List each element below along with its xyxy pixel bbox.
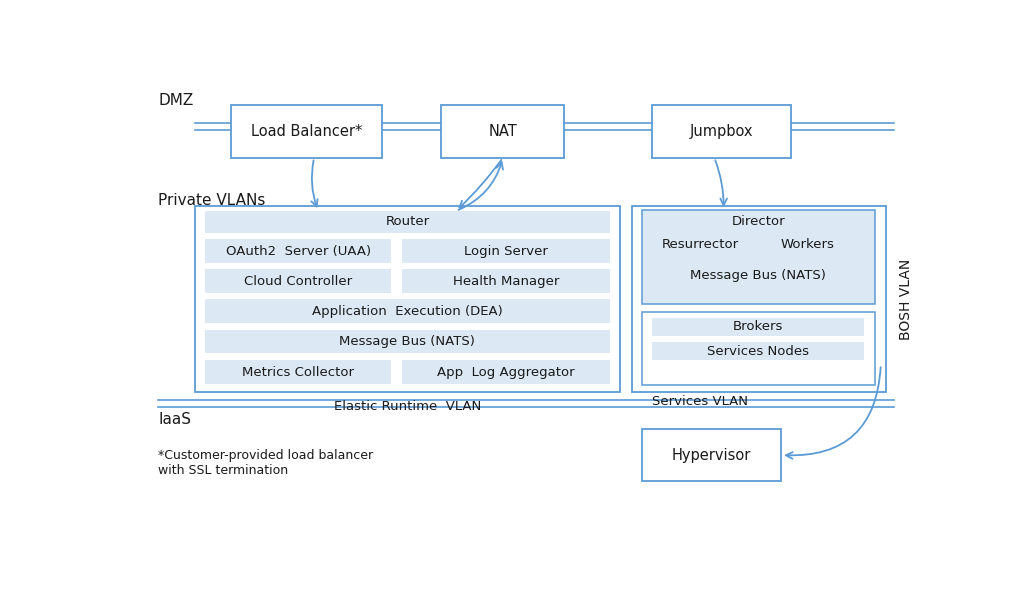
FancyBboxPatch shape [441,105,564,157]
FancyBboxPatch shape [652,214,864,229]
FancyBboxPatch shape [652,342,864,361]
Text: Elastic Runtime  VLAN: Elastic Runtime VLAN [334,400,481,413]
FancyBboxPatch shape [642,429,781,481]
FancyBboxPatch shape [205,269,391,293]
Text: Workers: Workers [780,238,835,251]
Text: Metrics Collector: Metrics Collector [243,366,354,379]
Text: IaaS: IaaS [158,412,191,427]
FancyBboxPatch shape [196,205,620,392]
Text: Director: Director [731,214,785,227]
Text: Resurrector: Resurrector [663,238,739,251]
Text: BOSH VLAN: BOSH VLAN [899,258,912,340]
FancyBboxPatch shape [401,239,609,263]
Text: Private VLANs: Private VLANs [158,194,265,208]
Text: Load Balancer*: Load Balancer* [251,124,362,139]
Text: Hypervisor: Hypervisor [672,448,752,462]
Text: OAuth2  Server (UAA): OAuth2 Server (UAA) [225,244,371,258]
Text: Health Manager: Health Manager [453,275,559,288]
FancyBboxPatch shape [205,330,609,353]
Text: Login Server: Login Server [464,244,548,258]
FancyBboxPatch shape [642,312,874,385]
FancyBboxPatch shape [231,105,382,157]
FancyBboxPatch shape [652,265,864,287]
Text: Message Bus (NATS): Message Bus (NATS) [339,335,475,348]
Text: *Customer-provided load balancer
with SSL termination: *Customer-provided load balancer with SS… [158,449,374,477]
Text: DMZ: DMZ [158,93,194,108]
FancyBboxPatch shape [759,234,856,256]
FancyBboxPatch shape [205,300,609,323]
FancyBboxPatch shape [632,205,886,392]
Text: Services Nodes: Services Nodes [708,345,809,358]
Text: Message Bus (NATS): Message Bus (NATS) [690,269,826,282]
FancyBboxPatch shape [401,361,609,384]
Text: NAT: NAT [488,124,517,139]
Text: Cloud Controller: Cloud Controller [244,275,352,288]
FancyBboxPatch shape [642,210,874,304]
FancyBboxPatch shape [205,239,391,263]
FancyBboxPatch shape [401,269,609,293]
Text: Router: Router [385,215,429,229]
FancyBboxPatch shape [652,318,864,336]
Text: Application  Execution (DEA): Application Execution (DEA) [312,305,503,318]
Text: Jumpbox: Jumpbox [689,124,753,139]
Text: Services VLAN: Services VLAN [652,395,749,408]
FancyBboxPatch shape [205,211,609,233]
FancyBboxPatch shape [205,361,391,384]
Text: Brokers: Brokers [733,320,783,333]
Text: App  Log Aggregator: App Log Aggregator [437,366,574,379]
FancyBboxPatch shape [652,234,750,256]
FancyBboxPatch shape [652,105,791,157]
